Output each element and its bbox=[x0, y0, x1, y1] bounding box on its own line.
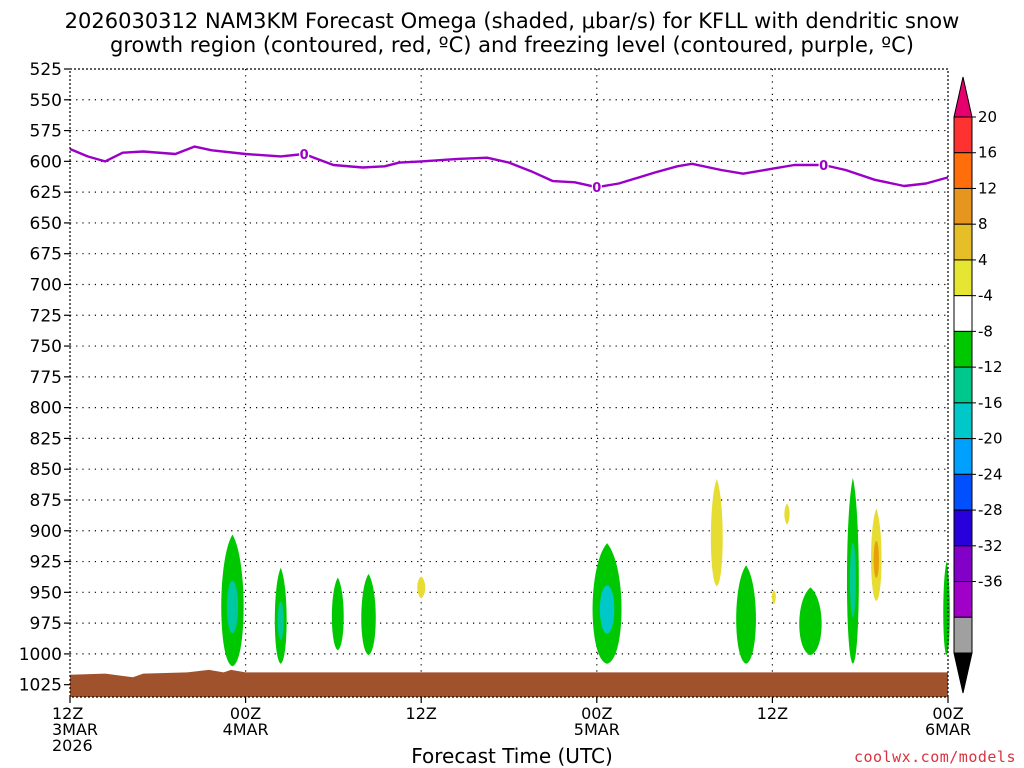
y-tick-label-750: 750 bbox=[30, 337, 62, 357]
freezing-level-label-2: 0 bbox=[592, 181, 601, 196]
x-tick-label-0-1: 12Z bbox=[52, 704, 83, 723]
colorbar-swatch-12 bbox=[953, 509, 973, 547]
y-tick-label-925: 925 bbox=[30, 553, 62, 573]
omega-region-5 bbox=[417, 576, 426, 599]
y-tick-label-575: 575 bbox=[30, 122, 62, 142]
colorbar: 20 16 12 8 4 -4 -8 -12 -16 -20 -24 -28 -32 -36 bbox=[953, 76, 1003, 694]
colorbar-label-11: -24 bbox=[978, 465, 1003, 483]
colorbar-label-5: 4 bbox=[978, 251, 988, 269]
colorbar-label-13: -32 bbox=[978, 537, 1003, 555]
colorbar-swatch-15 bbox=[953, 616, 973, 654]
omega-region-7 bbox=[710, 479, 723, 587]
colorbar-bottom-arrow bbox=[953, 652, 973, 694]
y-tick-label-1025: 1025 bbox=[19, 676, 62, 696]
omega-core-12 bbox=[849, 542, 856, 618]
plot-frame bbox=[69, 68, 949, 698]
y-tick-label-650: 650 bbox=[30, 214, 62, 234]
y-tick-label-950: 950 bbox=[30, 583, 62, 603]
colorbar-label-7: -8 bbox=[978, 322, 993, 340]
credit-label: coolwx.com/models bbox=[853, 748, 1016, 766]
x-tick-label-60-1: 00Z bbox=[932, 704, 963, 723]
colorbar-swatch-14 bbox=[953, 581, 973, 618]
freezing-level-line bbox=[69, 145, 949, 189]
omega-region-9 bbox=[771, 589, 776, 605]
colorbar-swatch-1 bbox=[953, 116, 973, 154]
colorbar-label-12: -28 bbox=[978, 501, 1003, 519]
y-tick-label-550: 550 bbox=[30, 91, 62, 111]
colorbar-swatch-13 bbox=[953, 545, 973, 583]
y-axis: 525 550 575 600 625 650 675 700 725 750 775 800 825 8… bbox=[19, 60, 70, 696]
x-axis-title: Forecast Time (UTC) bbox=[411, 744, 613, 768]
colorbar-swatch-4 bbox=[953, 223, 973, 261]
omega-region-14 bbox=[943, 561, 950, 656]
y-tick-label-625: 625 bbox=[30, 183, 62, 203]
x-tick-label-24-1: 12Z bbox=[406, 704, 437, 723]
colorbar-label-6: -4 bbox=[978, 287, 993, 305]
omega-region-3 bbox=[331, 577, 344, 651]
colorbar-swatch-6 bbox=[953, 295, 973, 332]
x-tick-label-12-2: 4MAR bbox=[223, 720, 269, 739]
y-tick-label-800: 800 bbox=[30, 399, 62, 419]
y-tick-label-875: 875 bbox=[30, 491, 62, 511]
y-tick-label-900: 900 bbox=[30, 522, 62, 542]
colorbar-top-arrow bbox=[953, 76, 973, 118]
x-tick-label-36-2: 5MAR bbox=[574, 720, 620, 739]
y-tick-label-725: 725 bbox=[30, 306, 62, 326]
colorbar-label-14: -36 bbox=[978, 573, 1003, 591]
x-tick-label-12-1: 00Z bbox=[230, 704, 261, 723]
freezing-level-label-3: 0 bbox=[819, 159, 828, 174]
colorbar-label-4: 8 bbox=[978, 215, 988, 233]
y-tick-label-1000: 1000 bbox=[19, 645, 62, 665]
y-tick-label-850: 850 bbox=[30, 460, 62, 480]
colorbar-swatch-11 bbox=[953, 473, 973, 511]
colorbar-label-2: 16 bbox=[978, 144, 997, 162]
x-tick-label-0-2: 3MAR bbox=[52, 720, 98, 739]
omega-core-2 bbox=[277, 601, 284, 640]
omega-core-1 bbox=[226, 580, 239, 634]
colorbar-swatch-3 bbox=[953, 187, 973, 225]
y-tick-label-775: 775 bbox=[30, 368, 62, 388]
freezing-level-label-1: 0 bbox=[300, 148, 309, 163]
omega-region-4 bbox=[361, 573, 376, 656]
colorbar-swatch-5 bbox=[953, 259, 973, 297]
chart-title-line-1: 2026030312 NAM3KM Forecast Omega (shaded… bbox=[64, 9, 960, 33]
colorbar-swatch-7 bbox=[953, 330, 973, 368]
colorbar-label-10: -20 bbox=[978, 430, 1003, 448]
y-tick-label-975: 975 bbox=[30, 614, 62, 634]
colorbar-swatch-9 bbox=[953, 402, 973, 440]
omega-region-10 bbox=[784, 503, 790, 525]
colorbar-swatch-8 bbox=[953, 366, 973, 404]
colorbar-label-3: 12 bbox=[978, 179, 997, 197]
colorbar-swatch-10 bbox=[953, 438, 973, 475]
x-tick-label-0-3: 2026 bbox=[52, 736, 93, 755]
colorbar-label-8: -12 bbox=[978, 358, 1003, 376]
x-tick-label-60-2: 6MAR bbox=[925, 720, 971, 739]
colorbar-label-9: -16 bbox=[978, 394, 1003, 412]
colorbar-swatch-2 bbox=[953, 152, 973, 189]
omega-region-11 bbox=[799, 587, 822, 656]
colorbar-label-1: 20 bbox=[978, 108, 997, 126]
y-tick-label-600: 600 bbox=[30, 152, 62, 172]
y-tick-label-675: 675 bbox=[30, 245, 62, 265]
omega-core-6 bbox=[599, 585, 615, 634]
chart-title-line-2: growth region (contoured, red, ºC) and f… bbox=[110, 33, 914, 57]
omega-region-8 bbox=[736, 565, 756, 664]
y-tick-label-700: 700 bbox=[30, 275, 62, 295]
terrain-surface bbox=[70, 669, 948, 697]
x-tick-label-36-1: 00Z bbox=[581, 704, 612, 723]
y-tick-label-525: 525 bbox=[30, 60, 62, 80]
x-tick-label-48-1: 12Z bbox=[757, 704, 788, 723]
y-tick-label-825: 825 bbox=[30, 429, 62, 449]
omega-core-13 bbox=[873, 540, 879, 578]
plot-area: 0 0 0 bbox=[69, 68, 950, 698]
